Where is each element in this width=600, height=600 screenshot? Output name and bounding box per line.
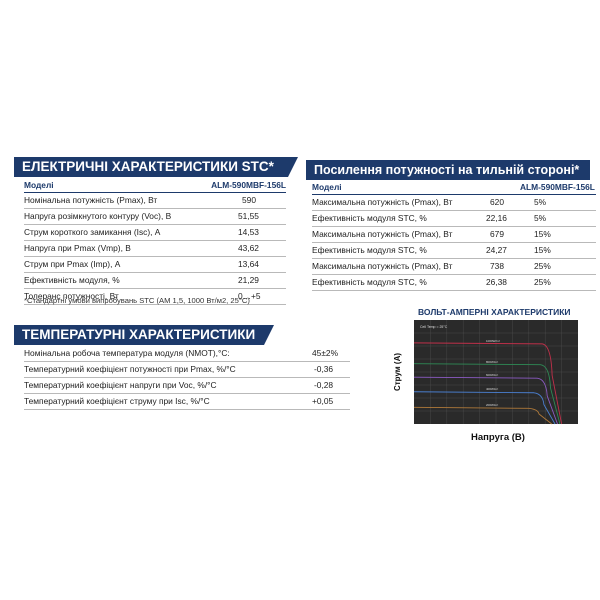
row-value: +0,05 — [312, 396, 334, 406]
row-value: -0,36 — [314, 364, 334, 374]
iv-curve — [413, 391, 556, 425]
iv-curve-label-800: 800W/m² — [486, 360, 498, 364]
row-label: Толеранс потужності, Вт — [24, 291, 119, 301]
iv-curve-label-1000: 1000W/m² — [486, 339, 500, 343]
table-row: Струм короткого замикання (Isc), А 14,53 — [24, 225, 286, 241]
row-label: Ефективність модуля STC, % — [312, 277, 427, 287]
table-row: Максимальна потужність (Pmax), Вт 738 25% — [312, 259, 596, 275]
row-label: Струм короткого замикання (Isc), А — [24, 227, 161, 237]
iv-curve-label-600: 600W/m² — [486, 373, 498, 377]
electrical-header-model: ALM-590MBF-156L — [211, 180, 286, 190]
row-pct: 5% — [534, 213, 547, 223]
row-label: Максимальна потужність (Pmax), Вт — [312, 261, 453, 271]
row-value: 21,29 — [238, 275, 259, 285]
table-row: Температурний коефіцієнт струму при Isc,… — [24, 394, 350, 410]
electrical-table: Моделі ALM-590MBF-156L Номінальна потужн… — [24, 178, 286, 305]
bifacial-header-label: Моделі — [312, 182, 342, 192]
bifacial-header-model: ALM-590MBF-156L — [520, 182, 595, 192]
temperature-title-banner: ТЕМПЕРАТУРНІ ХАРАКТЕРИСТИКИ — [14, 325, 274, 345]
table-row: Номінальна робоча температура модуля (NM… — [24, 346, 350, 362]
bifacial-table: Моделі ALM-590MBF-156L Максимальна потуж… — [312, 180, 596, 291]
table-row: Ефективність модуля STC, % 24,27 15% — [312, 243, 596, 259]
iv-xlabel: Напруга (В) — [471, 432, 525, 443]
stc-footnote: *Стандартні умови випробувань STC (AM 1,… — [24, 296, 250, 305]
row-label: Ефективність модуля STC, % — [312, 213, 427, 223]
row-value: 0…+5 — [238, 291, 261, 301]
iv-chart-title: ВОЛЬТ-АМПЕРНІ ХАРАКТЕРИСТИКИ — [418, 307, 571, 317]
iv-curve-label-400: 400W/m² — [486, 387, 498, 391]
electrical-title-banner: ЕЛЕКТРИЧНІ ХАРАКТЕРИСТИКИ STC* — [14, 157, 298, 177]
row-value: 26,38 — [486, 277, 507, 287]
bifacial-title-banner: Посилення потужності на тильній стороні* — [306, 160, 590, 180]
table-row: Максимальна потужність (Pmax), Вт 620 5% — [312, 195, 596, 211]
electrical-title: ЕЛЕКТРИЧНІ ХАРАКТЕРИСТИКИ STC* — [22, 159, 274, 174]
row-value: 14,53 — [238, 227, 259, 237]
row-value: 51,55 — [238, 211, 259, 221]
table-row: Температурний коефіцієнт потужності при … — [24, 362, 350, 378]
row-value: 13,64 — [238, 259, 259, 269]
row-label: Температурний коефіцієнт струму при Isc,… — [24, 396, 210, 406]
row-pct: 25% — [534, 277, 551, 287]
iv-ylabel: Струм (А) — [393, 353, 402, 391]
iv-chart-curves — [413, 342, 563, 425]
row-label: Номінальна потужність (Pmax), Вт — [24, 195, 158, 205]
iv-curve — [413, 342, 563, 425]
row-value: 22,16 — [486, 213, 507, 223]
row-value: 620 — [490, 197, 504, 207]
row-value: 590 — [242, 195, 256, 205]
table-row: Ефективність модуля STC, % 26,38 25% — [312, 275, 596, 291]
row-value: -0,28 — [314, 380, 334, 390]
iv-curve — [413, 406, 553, 425]
iv-chart: Cell Temp = 25°C 1000W/m² 800W/m² 600W/m… — [393, 320, 578, 443]
row-pct: 25% — [534, 261, 551, 271]
row-value: 43,62 — [238, 243, 259, 253]
row-label: Температурний коефіцієнт потужності при … — [24, 364, 236, 374]
iv-curve — [413, 363, 561, 425]
row-value: 24,27 — [486, 245, 507, 255]
electrical-table-header: Моделі ALM-590MBF-156L — [24, 178, 286, 193]
table-row: Напруга розімкнутого контуру (Voc), В 51,… — [24, 209, 286, 225]
row-label: Ефективність модуля STC, % — [312, 245, 427, 255]
bifacial-title: Посилення потужності на тильній стороні* — [314, 163, 580, 177]
row-value: 738 — [490, 261, 504, 271]
table-row: Максимальна потужність (Pmax), Вт 679 15% — [312, 227, 596, 243]
table-row: Ефективність модуля, % 21,29 — [24, 273, 286, 289]
table-row: Температурний коефіцієнт напруги при Voc… — [24, 378, 350, 394]
table-row: Номінальна потужність (Pmax), Вт 590 — [24, 193, 286, 209]
row-pct: 15% — [534, 229, 551, 239]
iv-chart-grid — [414, 320, 578, 424]
bifacial-table-header: Моделі ALM-590MBF-156L — [312, 180, 596, 195]
row-pct: 15% — [534, 245, 551, 255]
row-label: Струм при Pmax (Imp), А — [24, 259, 121, 269]
table-row: Напруга при Pmax (Vmp), В 43,62 — [24, 241, 286, 257]
row-label: Напруга при Pmax (Vmp), В — [24, 243, 131, 253]
row-label: Максимальна потужність (Pmax), Вт — [312, 229, 453, 239]
row-label: Номінальна робоча температура модуля (NM… — [24, 348, 230, 358]
row-label: Ефективність модуля, % — [24, 275, 120, 285]
row-label: Напруга розімкнутого контуру (Voc), В — [24, 211, 172, 221]
table-row: Толеранс потужності, Вт 0…+5 — [24, 289, 286, 305]
temperature-table: Номінальна робоча температура модуля (NM… — [24, 346, 350, 410]
iv-curve — [413, 376, 558, 425]
temperature-title: ТЕМПЕРАТУРНІ ХАРАКТЕРИСТИКИ — [22, 327, 256, 342]
row-label: Максимальна потужність (Pmax), Вт — [312, 197, 453, 207]
table-row: Ефективність модуля STC, % 22,16 5% — [312, 211, 596, 227]
table-row: Струм при Pmax (Imp), А 13,64 — [24, 257, 286, 273]
iv-inner-label: Cell Temp = 25°C — [420, 325, 448, 329]
row-value: 679 — [490, 229, 504, 239]
iv-curve-label-200: 200W/m² — [486, 403, 498, 407]
row-label: Температурний коефіцієнт напруги при Voc… — [24, 380, 217, 390]
row-value: 45±2% — [312, 348, 339, 358]
row-pct: 5% — [534, 197, 547, 207]
electrical-header-label: Моделі — [24, 180, 54, 190]
